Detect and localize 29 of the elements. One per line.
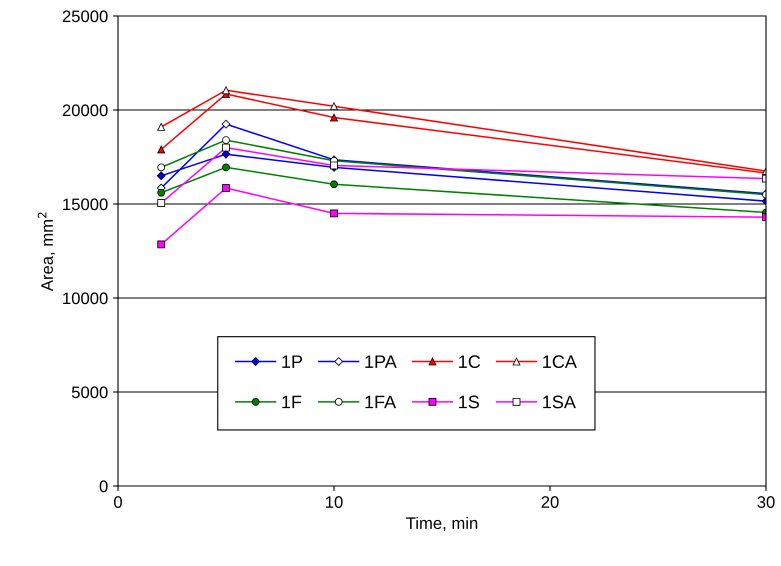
legend-label: 1F — [282, 396, 302, 408]
x-tick-label: 10 — [326, 496, 343, 508]
x-tick-label: 0 — [114, 496, 122, 508]
point — [156, 171, 166, 180]
point — [222, 163, 230, 172]
x-axis-title: Time, min — [406, 516, 478, 532]
point — [222, 184, 230, 192]
point — [330, 180, 338, 188]
legend-label: 1C — [459, 355, 480, 368]
point — [157, 240, 166, 248]
y-tick-label: 20000 — [62, 104, 108, 116]
legend-label: 1SA — [543, 396, 576, 408]
y-tick-label: 25000 — [62, 10, 108, 22]
y-tick-label: 15000 — [63, 198, 108, 210]
y-tick-label: 0 — [100, 480, 108, 492]
y-axis-title: Area, mm$^{2}$ — [38, 212, 55, 292]
legend-label: 1FA — [365, 396, 396, 408]
legend-label: 1P — [282, 355, 302, 368]
legend-label: 1CA — [543, 355, 577, 368]
legend-label: 1PA — [365, 355, 397, 368]
x-tick-label: 20 — [542, 496, 559, 508]
point — [330, 114, 338, 122]
legend-label: 1S — [459, 396, 480, 408]
point — [157, 188, 166, 197]
y-tick-label: 5000 — [72, 386, 108, 398]
x-tick-label: 30 — [757, 496, 775, 508]
point — [157, 146, 166, 154]
point — [330, 210, 338, 218]
y-tick-label: 10000 — [63, 292, 108, 304]
